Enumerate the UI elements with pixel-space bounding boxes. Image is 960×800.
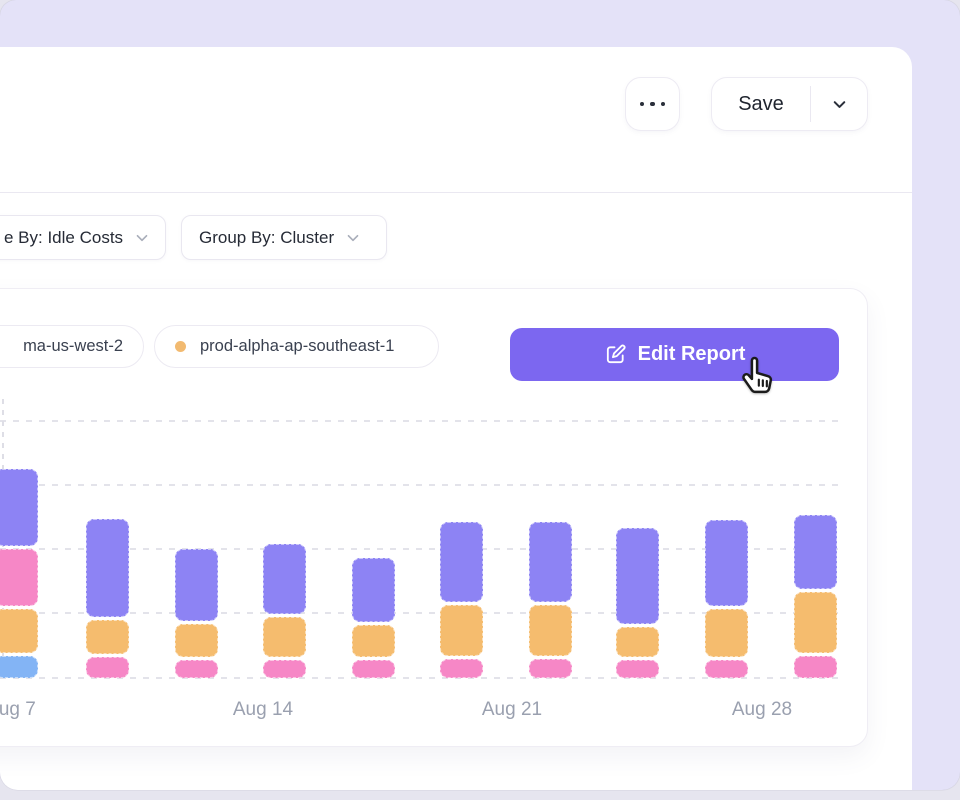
bar-9-segment-purple[interactable] — [705, 520, 748, 606]
legend-chip-label: prod-alpha-ap-southeast-1 — [200, 337, 395, 355]
chevron-down-icon — [833, 100, 845, 108]
more-icon — [639, 101, 666, 107]
bar-9-segment-orange[interactable] — [705, 609, 748, 657]
bar-10-segment-orange[interactable] — [794, 592, 837, 653]
x-axis-label: Aug 28 — [731, 699, 793, 720]
chart-gridline — [0, 484, 839, 486]
bar-4-segment-purple[interactable] — [263, 544, 306, 614]
x-axis-label: Aug 14 — [232, 699, 294, 720]
bar-8-segment-purple[interactable] — [616, 528, 659, 624]
bar-3-segment-pink[interactable] — [175, 660, 218, 678]
legend-dot-icon — [175, 341, 186, 352]
report-chart-card: ma-us-west-2 prod-alpha-ap-southeast-1 E… — [0, 288, 868, 747]
bar-8-segment-orange[interactable] — [616, 627, 659, 657]
bar-10-segment-purple[interactable] — [794, 515, 837, 589]
save-dropdown-button[interactable] — [811, 78, 867, 130]
bar-2-segment-pink[interactable] — [86, 657, 129, 678]
filter-dropdown-group-by[interactable]: Group By: Cluster — [181, 215, 387, 260]
bar-3-segment-orange[interactable] — [175, 624, 218, 657]
bar-4-segment-pink[interactable] — [263, 660, 306, 678]
chart-gridline — [0, 420, 839, 422]
bar-1-segment-pink[interactable] — [0, 549, 38, 606]
bar-7-segment-orange[interactable] — [529, 605, 572, 656]
legend-chip-prod-alpha-ap-southeast-1[interactable]: prod-alpha-ap-southeast-1 — [154, 325, 439, 368]
chart-gridline — [0, 677, 839, 679]
bar-4-segment-orange[interactable] — [263, 617, 306, 657]
save-button[interactable]: Save — [738, 92, 784, 115]
bar-1-segment-purple[interactable] — [0, 469, 38, 546]
bar-7-segment-purple[interactable] — [529, 522, 572, 602]
save-button-divider — [810, 86, 811, 122]
bar-2-segment-orange[interactable] — [86, 620, 129, 654]
stacked-bar-chart: Aug 7 Aug 14 Aug 21 Aug 28 — [0, 289, 869, 748]
bar-5-segment-purple[interactable] — [352, 558, 395, 622]
x-axis-label: Aug 21 — [481, 699, 543, 720]
bar-10-segment-pink[interactable] — [794, 656, 837, 678]
filter-label: Group By: Cluster — [199, 227, 335, 247]
filter-label: e By: Idle Costs — [4, 227, 124, 247]
bar-6-segment-purple[interactable] — [440, 522, 483, 602]
bar-2-segment-purple[interactable] — [86, 519, 129, 617]
chart-gridline — [0, 612, 839, 614]
filter-dropdown-sample-by[interactable]: e By: Idle Costs — [0, 215, 166, 260]
more-options-button[interactable] — [625, 77, 680, 131]
bar-6-segment-pink[interactable] — [440, 659, 483, 678]
pencil-square-icon — [606, 344, 626, 364]
legend-chip-label: ma-us-west-2 — [23, 337, 123, 355]
main-panel: Save e By: Idle Costs Group By: Cluster … — [0, 47, 912, 790]
chevron-down-icon — [345, 230, 361, 246]
chevron-down-icon — [134, 230, 150, 246]
edit-report-button[interactable]: Edit Report — [510, 328, 839, 381]
bar-9-segment-pink[interactable] — [705, 660, 748, 678]
bar-3-segment-purple[interactable] — [175, 549, 218, 621]
legend-chip-us-west-2[interactable]: ma-us-west-2 — [0, 325, 144, 368]
x-axis-label: Aug 7 — [0, 699, 36, 720]
edit-report-label: Edit Report — [637, 343, 746, 365]
bar-1-segment-orange[interactable] — [0, 609, 38, 653]
header-divider — [0, 192, 912, 193]
bar-1-segment-blue[interactable] — [0, 656, 38, 678]
chart-gridline — [0, 548, 839, 550]
bar-5-segment-pink[interactable] — [352, 660, 395, 678]
bar-8-segment-pink[interactable] — [616, 660, 659, 678]
bar-7-segment-pink[interactable] — [529, 659, 572, 678]
bar-6-segment-orange[interactable] — [440, 605, 483, 656]
save-split-button[interactable]: Save — [711, 77, 868, 131]
bar-5-segment-orange[interactable] — [352, 625, 395, 657]
